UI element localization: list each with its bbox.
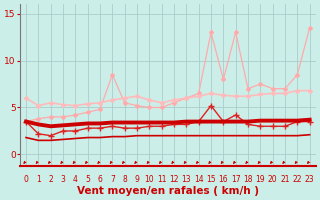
X-axis label: Vent moyen/en rafales ( km/h ): Vent moyen/en rafales ( km/h ) <box>77 186 259 196</box>
